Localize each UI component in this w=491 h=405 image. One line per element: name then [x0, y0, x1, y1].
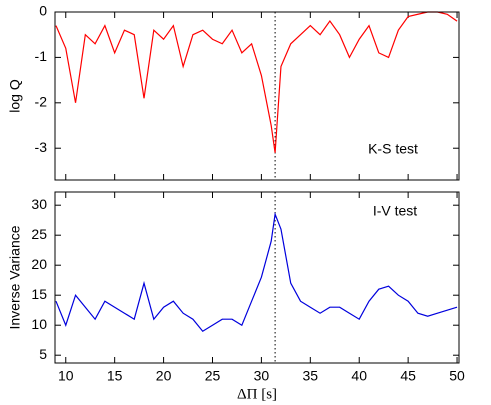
y-tick-label: 15: [31, 286, 47, 302]
x-tick-label: 25: [205, 368, 221, 384]
annotation: K-S test: [368, 141, 418, 157]
x-axis-label: ΔΠ [s]: [237, 386, 277, 402]
y-tick-label: 30: [31, 196, 47, 212]
data-line: [55, 11, 458, 153]
y-tick-label: 20: [31, 256, 47, 272]
x-tick-label: 10: [58, 368, 74, 384]
x-tick-label: 15: [107, 368, 123, 384]
plot-frame: [54, 11, 460, 181]
x-tick-label: 35: [303, 368, 319, 384]
x-tick-label: 50: [449, 368, 465, 384]
y-axis-label: log Q: [7, 79, 23, 113]
y-tick-label: -3: [35, 139, 48, 155]
y-tick-label: -1: [35, 48, 48, 64]
x-tick-label: 45: [400, 368, 416, 384]
y-axis-label: Inverse Variance: [7, 225, 23, 329]
data-line: [55, 211, 458, 332]
x-tick-label: 40: [351, 368, 367, 384]
y-tick-label: -2: [35, 94, 48, 110]
plot-frame: [54, 191, 460, 364]
y-tick-label: 25: [31, 226, 47, 242]
annotation: I-V test: [373, 203, 417, 219]
y-tick-label: 10: [31, 316, 47, 332]
y-tick-label: 5: [39, 346, 47, 362]
x-tick-label: 30: [254, 368, 270, 384]
y-tick-label: 0: [39, 3, 47, 19]
x-tick-label: 20: [156, 368, 172, 384]
